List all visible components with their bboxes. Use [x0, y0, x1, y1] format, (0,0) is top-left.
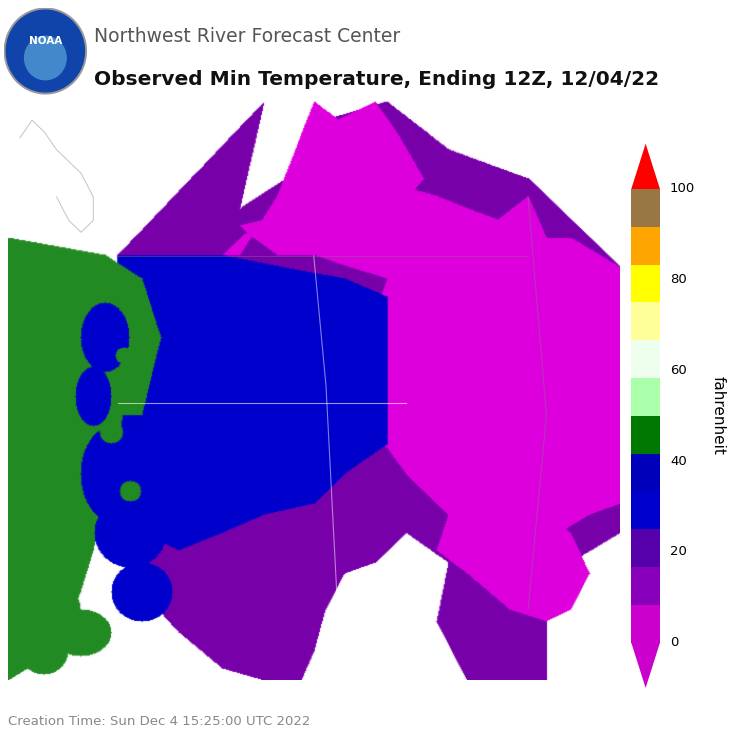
Text: NOAA: NOAA [29, 36, 62, 45]
Bar [631, 302, 660, 340]
Text: 40: 40 [670, 454, 686, 468]
Text: 100: 100 [670, 182, 696, 196]
Bar [631, 416, 660, 454]
Circle shape [24, 36, 67, 79]
Text: 60: 60 [670, 364, 686, 377]
Bar [631, 491, 660, 529]
Text: 0: 0 [670, 636, 678, 649]
Text: 20: 20 [670, 545, 687, 559]
Bar [631, 189, 660, 227]
Text: fahrenheit: fahrenheit [711, 376, 726, 455]
Polygon shape [631, 643, 660, 688]
Text: Creation Time: Sun Dec 4 15:25:00 UTC 2022: Creation Time: Sun Dec 4 15:25:00 UTC 20… [8, 715, 310, 729]
Bar [631, 227, 660, 265]
Text: Observed Min Temperature, Ending 12Z, 12/04/22: Observed Min Temperature, Ending 12Z, 12… [94, 70, 660, 89]
Circle shape [6, 10, 85, 92]
Bar [631, 605, 660, 643]
Text: Northwest River Forecast Center: Northwest River Forecast Center [94, 26, 401, 45]
Polygon shape [631, 144, 660, 189]
Bar [631, 265, 660, 302]
Text: 80: 80 [670, 273, 686, 287]
Bar [631, 340, 660, 378]
Bar [631, 454, 660, 491]
Bar [631, 529, 660, 567]
Bar [631, 378, 660, 416]
Bar [631, 567, 660, 605]
